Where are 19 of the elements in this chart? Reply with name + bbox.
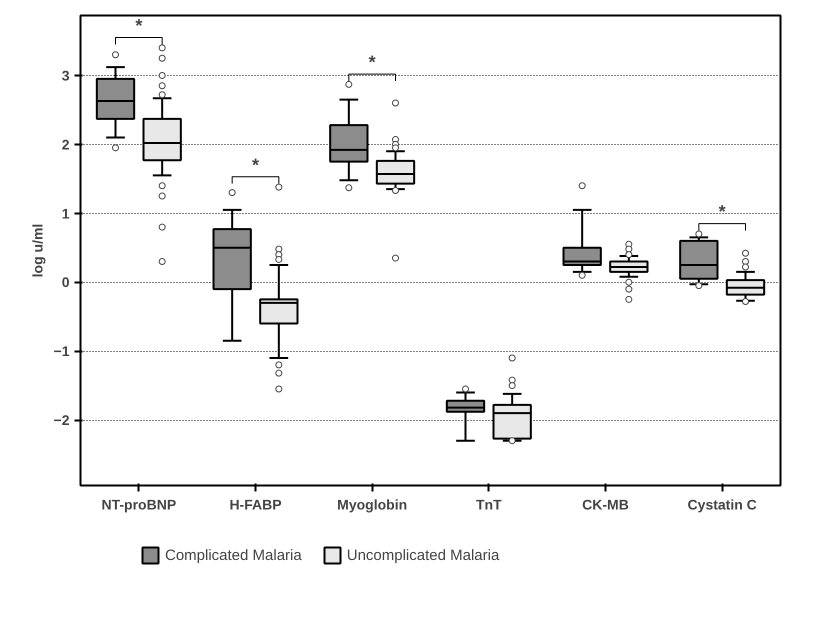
legend-label: Uncomplicated Malaria <box>346 546 500 564</box>
y-tick-label: −1 <box>54 343 70 360</box>
legend-label: Complicated Malaria <box>165 546 302 564</box>
x-tick-label: Cystatin C <box>688 496 757 512</box>
y-tick-label: 3 <box>62 67 70 84</box>
annotation: * <box>135 16 142 36</box>
y-axis-title: log u/ml <box>30 224 46 278</box>
y-tick-label: 0 <box>62 274 70 290</box>
annotation: * <box>718 202 726 222</box>
x-tick-label: H-FABP <box>229 496 282 512</box>
y-tick-label: 2 <box>62 136 70 152</box>
y-tick-label: −2 <box>54 412 70 428</box>
y-tick-label: 1 <box>62 205 70 222</box>
x-tick-label: TnT <box>476 496 502 512</box>
x-tick-label: CK-MB <box>582 496 629 512</box>
x-tick-label: NT-proBNP <box>102 496 176 512</box>
annotation: * <box>368 52 376 72</box>
annotation: * <box>252 154 260 175</box>
x-tick-label: Myoglobin <box>337 496 408 512</box>
